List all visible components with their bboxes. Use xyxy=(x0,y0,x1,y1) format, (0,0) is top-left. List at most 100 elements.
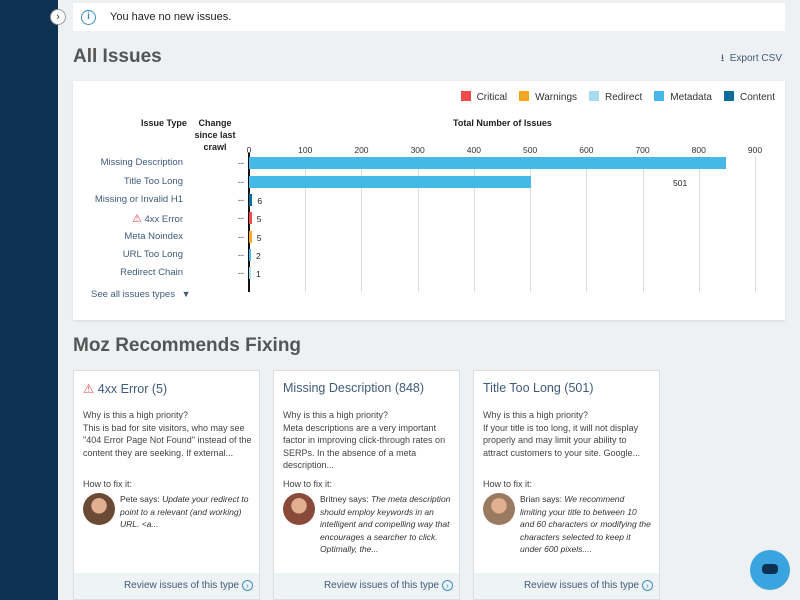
recommendation-card: Title Too Long (501) Why is this a high … xyxy=(473,370,660,600)
chart-legend: Critical Warnings Redirect Metadata Content xyxy=(460,91,775,103)
bar[interactable] xyxy=(249,267,251,279)
sidebar-toggle-button[interactable]: › xyxy=(50,9,66,25)
x-tick-label: 800 xyxy=(691,145,706,155)
gridline xyxy=(586,156,588,292)
why-text: This is bad for site visitors, who may s… xyxy=(83,422,252,458)
bar[interactable] xyxy=(249,212,252,224)
legend-label: Critical xyxy=(476,92,508,103)
why-section: Why is this a high priority? This is bad … xyxy=(83,409,253,459)
notice-text: You have no new issues. xyxy=(110,11,232,23)
legend-swatch xyxy=(654,91,665,101)
chat-icon xyxy=(762,564,778,574)
quote-text: We recommend limiting your title to betw… xyxy=(520,494,651,554)
issue-type-header: Issue Type xyxy=(141,118,187,128)
chevron-right-circle-icon: › xyxy=(642,580,653,591)
why-section: Why is this a high priority? If your titl… xyxy=(483,409,653,459)
legend-item: Redirect xyxy=(589,91,642,103)
legend-item: Metadata xyxy=(654,91,712,103)
why-label: Why is this a high priority? xyxy=(283,410,389,420)
legend-swatch xyxy=(589,91,600,101)
bar[interactable] xyxy=(249,157,726,169)
card-title[interactable]: ⚠ 4xx Error (5) xyxy=(83,381,167,396)
recommendation-card: ⚠ 4xx Error (5) Why is this a high prior… xyxy=(73,370,260,600)
legend-label: Content xyxy=(739,92,775,103)
bar[interactable] xyxy=(249,194,253,206)
review-issues-link[interactable]: Review issues of this type › xyxy=(74,573,259,599)
quote-text: Update your redirect to point to a relev… xyxy=(120,494,249,529)
gridline xyxy=(698,156,700,292)
why-text: If your title is too long, it will not d… xyxy=(483,422,641,458)
warning-icon: ⚠ xyxy=(83,382,95,396)
gridline xyxy=(417,156,419,292)
caret-down-icon: ▼ xyxy=(181,289,191,299)
x-tick-label: 700 xyxy=(635,145,650,155)
change-value: -- xyxy=(238,195,244,205)
review-link-label: Review issues of this type xyxy=(323,580,439,591)
see-all-label: See all issues types xyxy=(91,289,175,300)
issue-type-label: Missing Description xyxy=(100,157,183,168)
issues-chart-card: Critical Warnings Redirect Metadata Content … xyxy=(73,81,785,320)
issue-type-label: Missing or Invalid H1 xyxy=(94,194,183,205)
bar[interactable] xyxy=(249,231,252,243)
why-label: Why is this a high priority? xyxy=(483,410,589,420)
card-title[interactable]: Title Too Long (501) xyxy=(483,381,594,395)
legend-item: Critical xyxy=(460,91,508,103)
bar-value-label: 5 xyxy=(256,233,262,243)
card-title[interactable]: Missing Description (848) xyxy=(283,381,424,395)
legend-item: Warnings xyxy=(519,91,577,103)
author: Pete says: xyxy=(120,494,160,504)
chat-button[interactable] xyxy=(750,550,790,590)
see-all-issue-types[interactable]: See all issues types ▼ xyxy=(91,289,191,300)
issue-type-label: Title Too Long xyxy=(123,176,183,187)
review-issues-link[interactable]: Review issues of this type › xyxy=(274,573,459,599)
issue-type-link[interactable]: Redirect Chain xyxy=(120,267,183,278)
legend-item: Content xyxy=(723,91,775,103)
issue-type-label: Redirect Chain xyxy=(120,267,183,278)
gridline xyxy=(305,156,307,292)
issue-type-label: URL Too Long xyxy=(122,249,183,260)
legend-swatch xyxy=(460,91,471,101)
legend-label: Metadata xyxy=(670,92,712,103)
warning-icon: ⚠ xyxy=(131,213,142,225)
chevron-right-circle-icon: › xyxy=(242,580,253,591)
expert-quote: Brian says: We recommend limiting your t… xyxy=(520,493,652,556)
recommendation-card: Missing Description (848) Why is this a … xyxy=(273,370,460,600)
issue-type-link[interactable]: Title Too Long xyxy=(124,176,183,187)
expert-quote: Pete says: Update your redirect to point… xyxy=(120,493,252,531)
avatar xyxy=(283,493,315,525)
expert-quote: Britney says: The meta description shoul… xyxy=(320,493,452,556)
bar[interactable] xyxy=(249,176,531,188)
author: Brian says: xyxy=(520,494,563,504)
card-title-text: Title Too Long (501) xyxy=(483,381,594,395)
legend-swatch xyxy=(519,91,530,101)
bar[interactable] xyxy=(249,249,251,261)
bar-value-label: 6 xyxy=(257,196,263,206)
issue-type-label: Meta Noindex xyxy=(124,231,183,242)
x-tick-label: 400 xyxy=(466,145,481,155)
issue-type-link[interactable]: Meta Noindex xyxy=(124,231,183,242)
how-label: How to fix it: xyxy=(483,479,533,489)
x-tick-label: 500 xyxy=(523,145,538,155)
x-tick-label: 200 xyxy=(354,145,369,155)
quote-text: The meta description should employ keywo… xyxy=(320,494,451,554)
avatar xyxy=(83,493,115,525)
how-label: How to fix it: xyxy=(83,479,133,489)
issue-type-link[interactable]: URL Too Long xyxy=(123,249,183,260)
download-icon: ⭳ xyxy=(720,53,727,64)
change-value: -- xyxy=(238,232,244,242)
change-header: Change since last crawl xyxy=(194,118,236,152)
bar-value-label: 5 xyxy=(256,214,262,224)
gridline xyxy=(361,156,363,292)
issue-type-link[interactable]: Missing Description xyxy=(101,157,183,168)
issue-type-link[interactable]: Missing or Invalid H1 xyxy=(95,194,183,205)
why-text: Meta descriptions are a very important f… xyxy=(283,422,446,471)
info-icon: i xyxy=(81,9,96,25)
export-csv-button[interactable]: ⭳ Export CSV xyxy=(721,51,782,68)
issue-type-link[interactable]: ⚠ 4xx Error xyxy=(132,212,183,225)
review-issues-link[interactable]: Review issues of this type › xyxy=(474,573,659,599)
legend-label: Redirect xyxy=(605,92,643,103)
sidebar xyxy=(0,0,58,600)
x-tick-label: 300 xyxy=(410,145,425,155)
review-link-label: Review issues of this type xyxy=(123,580,239,591)
why-section: Why is this a high priority? Meta descrip… xyxy=(283,409,453,472)
